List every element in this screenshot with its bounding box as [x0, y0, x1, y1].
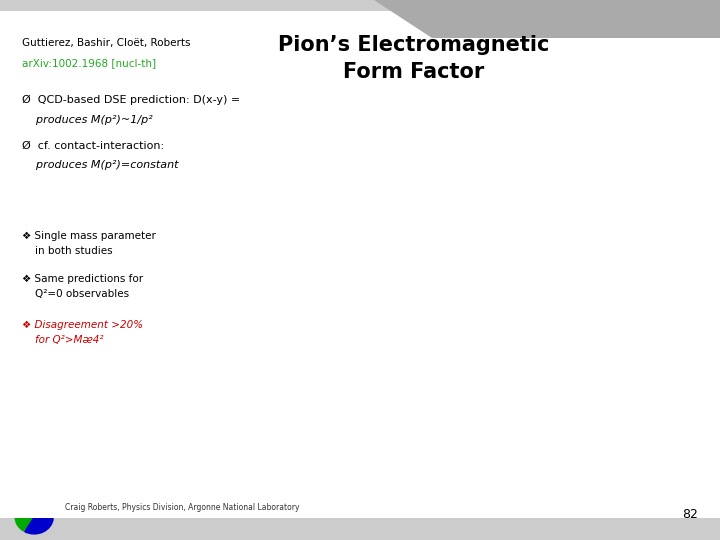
Wedge shape — [26, 500, 53, 517]
Text: produces M(p²)=constant: produces M(p²)=constant — [22, 160, 178, 171]
Wedge shape — [15, 502, 35, 531]
Legend: Maris-Tandy-2000, VMD μ pole, CERN ’80s, JLab, 2001, JLab at 12 GeV, pert. QCD, : Maris-Tandy-2000, VMD μ pole, CERN ’80s,… — [611, 149, 695, 222]
Text: ❖ Single mass parameter
    in both studies: ❖ Single mass parameter in both studies — [22, 231, 156, 256]
Text: ❖ Same predictions for
    Q²=0 observables: ❖ Same predictions for Q²=0 observables — [22, 274, 143, 299]
Text: produces M(p²)~1/p²: produces M(p²)~1/p² — [22, 114, 153, 125]
Text: 82: 82 — [683, 508, 698, 522]
X-axis label: Q² [GeV²]: Q² [GeV²] — [471, 498, 526, 511]
Y-axis label: Q² Fπ(Q²) [GeV²]: Q² Fπ(Q²) [GeV²] — [266, 269, 276, 355]
Text: arXiv:1002.1968 [nucl-th]: arXiv:1002.1968 [nucl-th] — [22, 58, 156, 68]
Text: Guttierez, Bashir, Cloët, Roberts: Guttierez, Bashir, Cloët, Roberts — [22, 38, 190, 48]
Text: Ø  QCD-based DSE prediction: D(x-y) =: Ø QCD-based DSE prediction: D(x-y) = — [22, 94, 240, 105]
Text: Form Factor: Form Factor — [343, 62, 485, 82]
Text: Craig Roberts, Physics Division, Argonne National Laboratory: Craig Roberts, Physics Division, Argonne… — [65, 503, 300, 512]
Text: Pion’s Electromagnetic: Pion’s Electromagnetic — [279, 35, 549, 55]
Text: ❖ Disagreement >20%
    for Q²>Mᴂ4²: ❖ Disagreement >20% for Q²>Mᴂ4² — [22, 320, 143, 345]
Wedge shape — [24, 517, 53, 534]
Text: Ø  cf. contact-interaction:: Ø cf. contact-interaction: — [22, 140, 163, 151]
